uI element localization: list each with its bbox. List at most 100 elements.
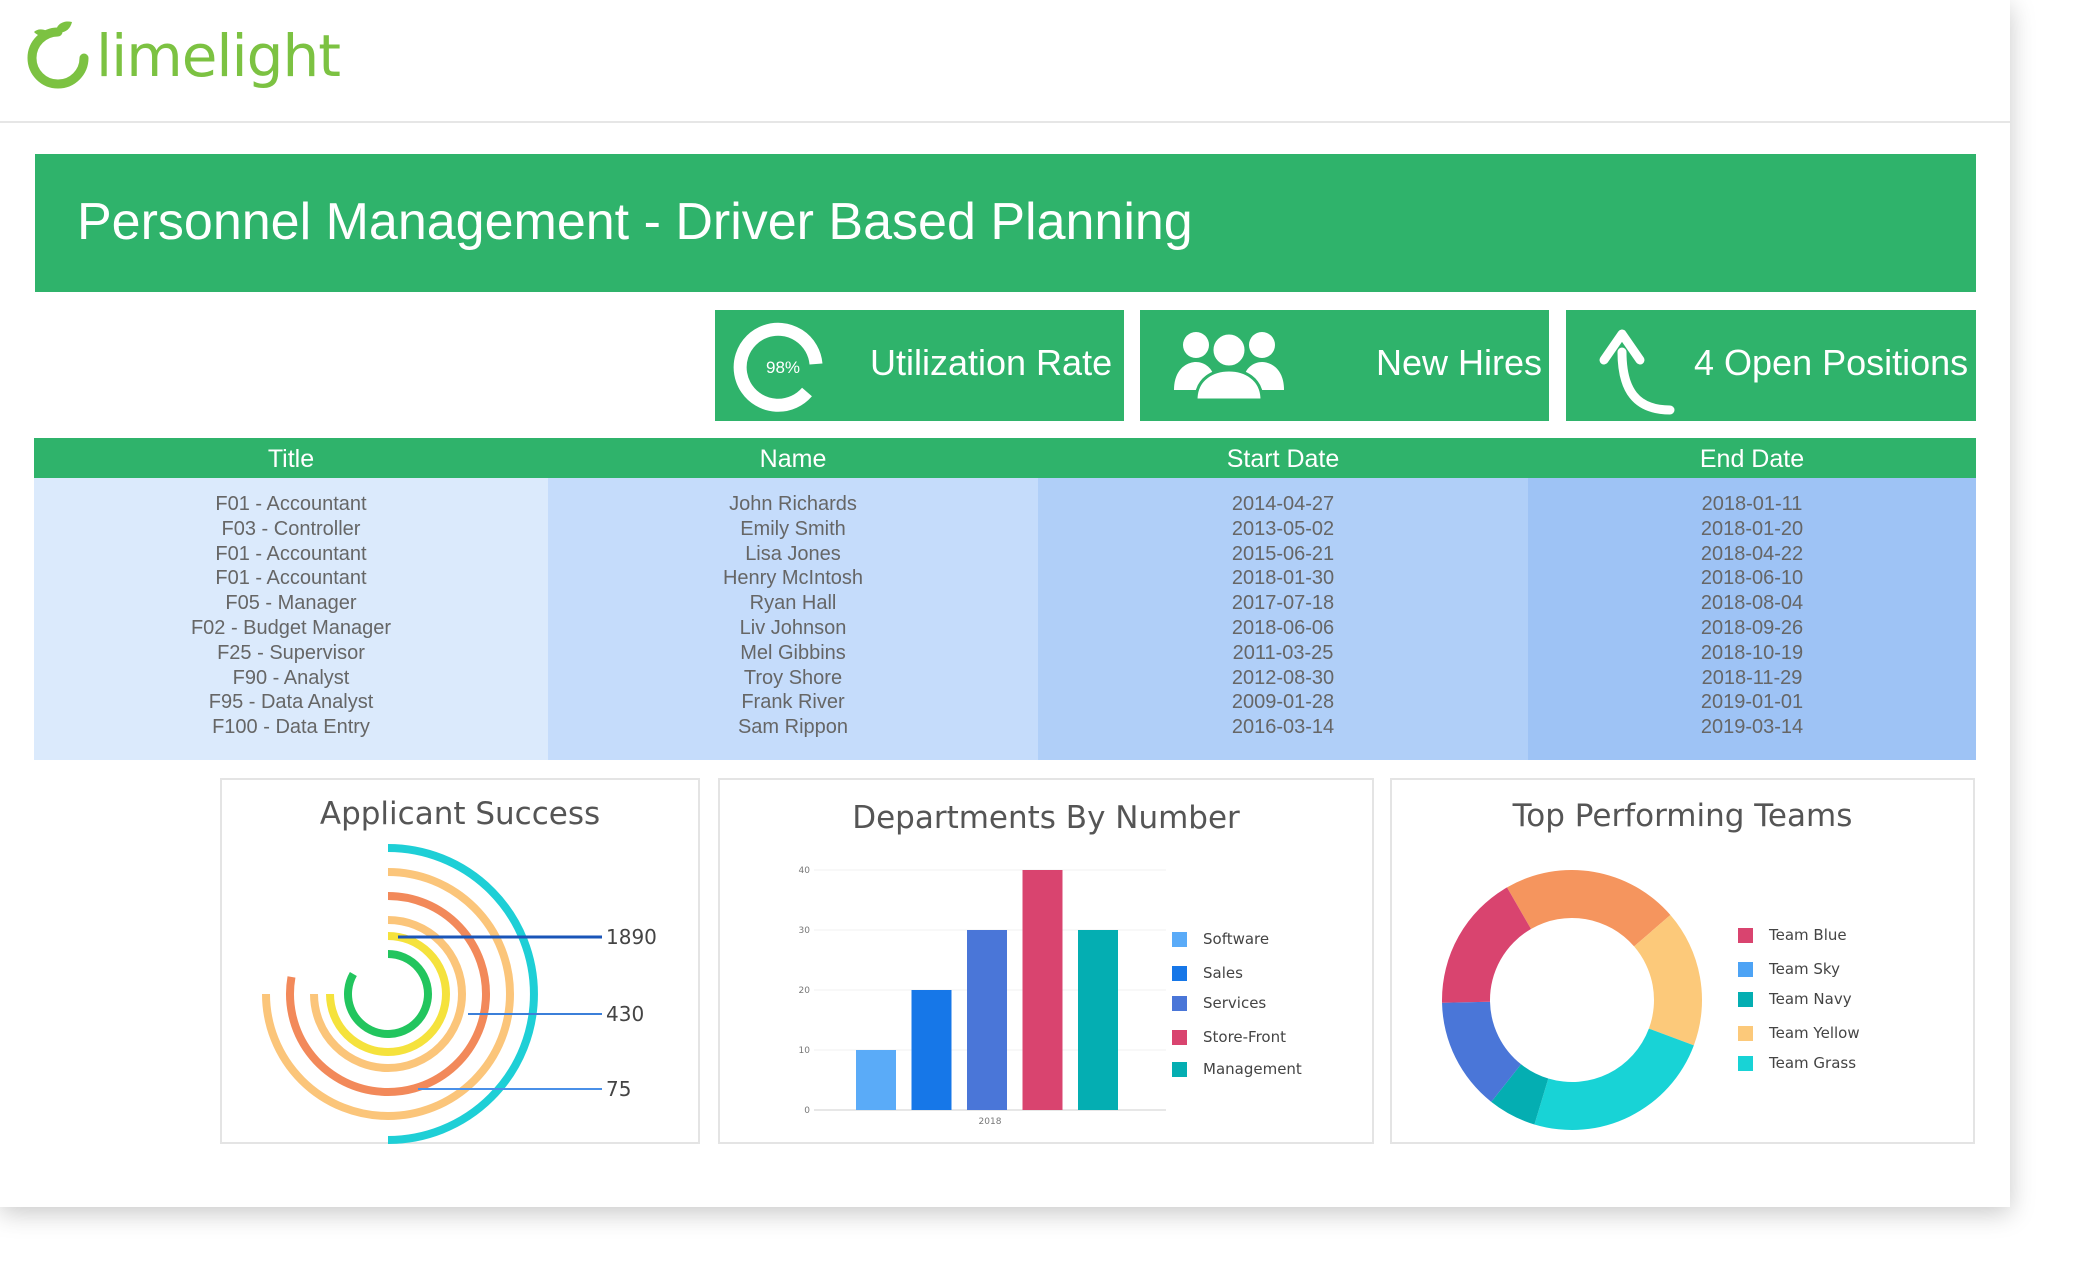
utilization-rate-tile[interactable]: 98% Utilization Rate bbox=[715, 310, 1124, 421]
legend-item[interactable]: Software bbox=[1172, 930, 1269, 948]
bar-y-tick-label: 40 bbox=[799, 866, 811, 876]
legend-item[interactable]: Services bbox=[1172, 994, 1266, 1012]
bar-services[interactable] bbox=[967, 930, 1007, 1110]
limelight-logo[interactable]: limelight bbox=[26, 20, 341, 92]
bar-x-category-label: 2018 bbox=[979, 1117, 1002, 1127]
radial-value-label: 75 bbox=[606, 1077, 631, 1101]
top-teams-card: Top Performing Teams Team Blue Team Sky Te… bbox=[1390, 778, 1975, 1144]
table-cell: F01 - Accountant bbox=[215, 493, 367, 515]
top-teams-donut-chart bbox=[1442, 870, 1702, 1130]
radial-ring bbox=[387, 844, 538, 1144]
donut-slice[interactable] bbox=[1634, 915, 1702, 1046]
bar-y-tick-label: 20 bbox=[799, 986, 811, 996]
table-cell: 2018-01-30 bbox=[1231, 567, 1335, 590]
dashboard-frame: limelight Personnel Management - Driver … bbox=[0, 20, 2010, 1144]
legend-label: Team Sky bbox=[1769, 960, 1840, 978]
column-end-date: 2018-01-11 2018-01-20 2018-04-22 2018-06-10… bbox=[1528, 478, 1976, 760]
applicant-success-title: Applicant Success bbox=[319, 796, 601, 832]
header-end-date[interactable]: End Date bbox=[1699, 445, 1805, 473]
column-title: F01 - Accountant F03 - Controller F01 - Ac… bbox=[34, 478, 548, 760]
legend-swatch bbox=[1172, 1029, 1187, 1045]
legend-swatch bbox=[1172, 931, 1187, 947]
legend-label: Management bbox=[1203, 1060, 1302, 1078]
personnel-table: Title Name Start Date End Date F01 - Acc… bbox=[34, 438, 1976, 760]
bar-software[interactable] bbox=[856, 1050, 896, 1110]
table-cell: 2012-08-30 bbox=[1231, 666, 1335, 689]
legend-item[interactable]: Team Navy bbox=[1738, 990, 1852, 1008]
bar-sales[interactable] bbox=[911, 990, 952, 1110]
header-title[interactable]: Title bbox=[267, 445, 315, 473]
table-cell: 2018-06-10 bbox=[1700, 567, 1804, 590]
table-cell: Lisa Jones bbox=[745, 542, 841, 565]
table-cell: 2014-04-27 bbox=[1231, 493, 1335, 515]
table-cell: 2018-01-20 bbox=[1700, 517, 1804, 540]
legend-label: Services bbox=[1203, 994, 1267, 1012]
radial-ring bbox=[326, 932, 450, 1056]
legend-item[interactable]: Team Sky bbox=[1738, 960, 1840, 978]
departments-bar-chart: 0 10 20 30 40 2018 bbox=[799, 866, 1166, 1127]
legend-swatch bbox=[1172, 1061, 1187, 1077]
bar-store-front[interactable] bbox=[1022, 870, 1063, 1110]
applicant-success-chart: 1890 430 75 bbox=[262, 844, 657, 1144]
gauge-icon: 98% bbox=[733, 322, 823, 412]
radial-ring bbox=[344, 950, 432, 1038]
table-cell: Mel Gibbins bbox=[740, 641, 846, 664]
table-cell: 2017-07-18 bbox=[1231, 592, 1335, 615]
column-name: John Richards Emily Smith Lisa Jones Henry … bbox=[548, 478, 1038, 760]
table-cell: 2013-05-02 bbox=[1231, 517, 1335, 540]
table-cell: F01 - Accountant bbox=[215, 542, 367, 565]
table-cell: Emily Smith bbox=[740, 517, 846, 540]
header-start-date[interactable]: Start Date bbox=[1226, 445, 1340, 473]
lime-logo-icon bbox=[27, 21, 89, 89]
legend-swatch bbox=[1172, 965, 1187, 981]
legend-label: Software bbox=[1203, 930, 1270, 948]
legend-item[interactable]: Team Blue bbox=[1738, 926, 1847, 944]
logo-text: limelight bbox=[96, 22, 341, 90]
open-positions-tile[interactable]: 4 Open Positions bbox=[1566, 310, 1976, 421]
legend-item[interactable]: Management bbox=[1172, 1060, 1302, 1078]
bar-y-tick-label: 0 bbox=[804, 1106, 810, 1116]
table-cell: 2011-03-25 bbox=[1232, 641, 1334, 664]
legend-swatch bbox=[1738, 961, 1753, 977]
header-name[interactable]: Name bbox=[759, 445, 827, 473]
utilization-value: 98% bbox=[766, 358, 800, 377]
legend-item[interactable]: Store-Front bbox=[1172, 1028, 1286, 1046]
table-header: Title Name Start Date End Date bbox=[34, 438, 1976, 478]
table-cell: 2019-01-01 bbox=[1700, 691, 1804, 714]
table-cell: Ryan Hall bbox=[749, 592, 837, 615]
legend-label: Sales bbox=[1203, 964, 1243, 982]
applicant-success-card: Applicant Success 1890 430 75 bbox=[220, 778, 700, 1144]
legend-item[interactable]: Sales bbox=[1172, 964, 1243, 982]
donut-slice[interactable] bbox=[1442, 887, 1531, 1003]
people-icon bbox=[1174, 331, 1284, 402]
table-cell: 2018-06-06 bbox=[1231, 616, 1335, 639]
table-cell: F05 - Manager bbox=[225, 592, 357, 615]
radial-ring bbox=[286, 892, 490, 1096]
legend-swatch bbox=[1738, 1025, 1753, 1041]
legend-swatch bbox=[1738, 991, 1753, 1007]
donut-slice[interactable] bbox=[1507, 870, 1671, 947]
table-cell: 2009-01-28 bbox=[1231, 691, 1335, 714]
legend-item[interactable]: Team Grass bbox=[1738, 1054, 1856, 1072]
table-cell: 2018-10-19 bbox=[1700, 641, 1804, 664]
table-cell: 2018-04-22 bbox=[1700, 542, 1804, 565]
page-title: Personnel Management - Driver Based Plan… bbox=[77, 193, 1193, 251]
donut-slice[interactable] bbox=[1442, 1001, 1522, 1102]
new-hires-tile[interactable]: New Hires bbox=[1140, 310, 1549, 421]
arrow-up-icon bbox=[1599, 329, 1675, 415]
radial-ring bbox=[310, 916, 466, 1072]
table-cell: Henry McIntosh bbox=[722, 567, 864, 590]
legend-item[interactable]: Team Yellow bbox=[1738, 1024, 1860, 1042]
donut-slice[interactable] bbox=[1491, 1064, 1549, 1125]
legend-label: Team Blue bbox=[1769, 926, 1847, 944]
table-cell: F25 - Supervisor bbox=[217, 641, 365, 664]
donut-slice[interactable] bbox=[1534, 1028, 1694, 1130]
table-cell: Frank River bbox=[741, 691, 845, 714]
legend-label: Team Navy bbox=[1769, 990, 1852, 1008]
bar-management[interactable] bbox=[1078, 930, 1118, 1110]
legend-swatch bbox=[1738, 927, 1753, 943]
table-cell: Troy Shore bbox=[743, 666, 843, 689]
top-teams-title: Top Performing Teams bbox=[1512, 798, 1853, 834]
table-cell: F02 - Budget Manager bbox=[190, 616, 392, 639]
legend-swatch bbox=[1738, 1055, 1753, 1071]
